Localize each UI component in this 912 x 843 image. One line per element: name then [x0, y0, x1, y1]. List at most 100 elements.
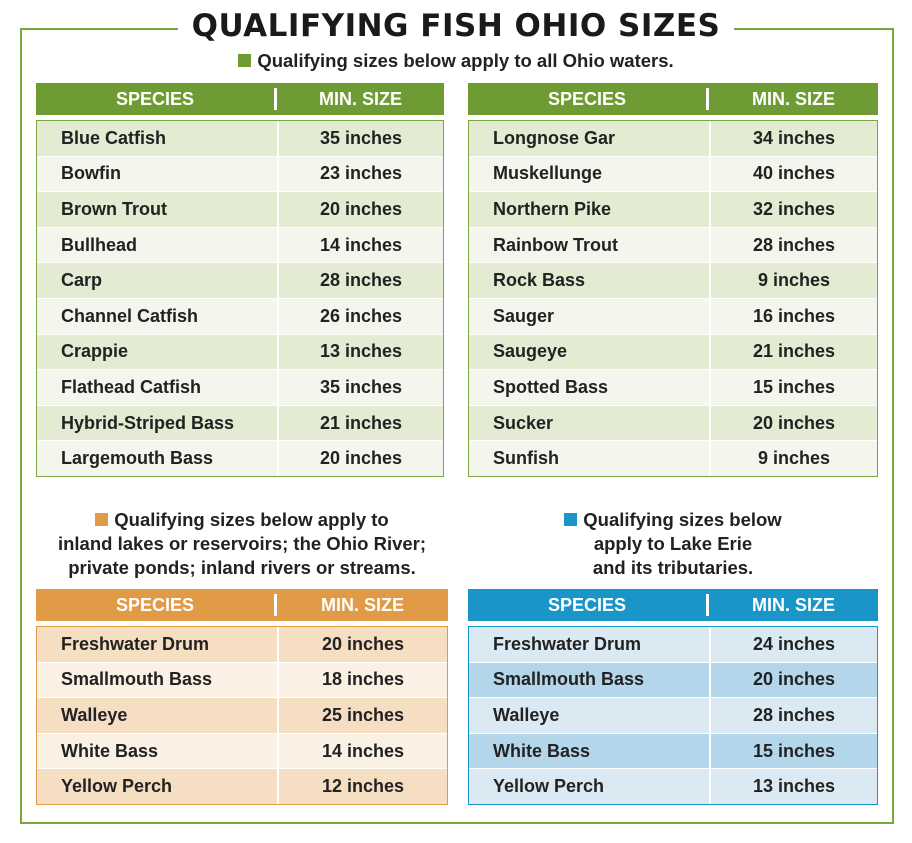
table-row: Longnose Gar 34 inches — [469, 121, 877, 156]
table-row: Sauger 16 inches — [469, 297, 877, 334]
min-size-cell: 35 inches — [319, 376, 403, 397]
species-cell: Crappie — [37, 334, 279, 370]
orange-square-icon — [95, 513, 109, 526]
min-size-cell: 12 inches — [321, 776, 405, 797]
species-cell: Brown Trout — [37, 192, 279, 227]
table-row: White Bass 15 inches — [469, 732, 877, 769]
min-size-cell: 40 inches — [752, 163, 836, 184]
species-cell: Sunfish — [469, 441, 711, 476]
min-size-cell: 16 inches — [752, 305, 836, 326]
note-erie-line-2: apply to Lake Erie — [593, 533, 753, 554]
table-header: SPECIES MIN. SIZE — [36, 83, 444, 115]
table-row: Bowfin 23 inches — [37, 155, 443, 192]
table-inland-waters: SPECIES MIN. SIZE Freshwater Drum 20 inches… — [36, 589, 448, 805]
species-cell: Rainbow Trout — [469, 227, 711, 263]
note-all-waters: Qualifying sizes below apply to all Ohio… — [0, 49, 912, 73]
header-species: SPECIES — [115, 88, 195, 109]
header-divider — [706, 594, 709, 616]
table-body: Freshwater Drum 20 inches Smallmouth Bass 1… — [36, 626, 448, 805]
note-erie-line-1: Qualifying sizes below — [468, 508, 878, 532]
header-min-size: MIN. SIZE — [320, 594, 404, 615]
blue-square-icon — [564, 513, 578, 526]
min-size-cell: 15 inches — [752, 740, 836, 761]
min-size-cell: 28 inches — [319, 270, 403, 291]
table-row: Channel Catfish 26 inches — [37, 297, 443, 334]
min-size-cell: 25 inches — [321, 704, 405, 725]
min-size-cell: 35 inches — [319, 127, 403, 148]
note-inland-line-2: inland lakes or reservoirs; the Ohio Riv… — [57, 533, 427, 554]
table-lake-erie: SPECIES MIN. SIZE Freshwater Drum 24 inches… — [468, 589, 878, 805]
min-size-cell: 20 inches — [752, 412, 836, 433]
table-row: Muskellunge 40 inches — [469, 155, 877, 192]
table-row: Smallmouth Bass 20 inches — [469, 661, 877, 698]
note-inland-line-3: private ponds; inland rivers or streams. — [68, 557, 416, 578]
min-size-cell: 23 inches — [319, 163, 403, 184]
species-cell: Blue Catfish — [37, 121, 279, 156]
table-row: Smallmouth Bass 18 inches — [37, 661, 447, 698]
species-cell: Bowfin — [37, 156, 279, 192]
table-row: Northern Pike 32 inches — [469, 191, 877, 227]
species-cell: Largemouth Bass — [37, 441, 279, 476]
min-size-cell: 13 inches — [319, 341, 403, 362]
table-row: Carp 28 inches — [37, 262, 443, 298]
green-square-icon — [238, 54, 252, 67]
species-cell: Bullhead — [37, 227, 279, 263]
species-cell: Yellow Perch — [469, 769, 711, 804]
note-erie-text-1: Qualifying sizes below — [583, 509, 782, 530]
min-size-cell: 26 inches — [319, 305, 403, 326]
table-row: Blue Catfish 35 inches — [37, 121, 443, 156]
header-min-size: MIN. SIZE — [318, 88, 402, 109]
species-cell: Muskellunge — [469, 156, 711, 192]
min-size-cell: 9 inches — [757, 270, 831, 291]
table-row: Yellow Perch 13 inches — [469, 768, 877, 804]
min-size-cell: 20 inches — [321, 633, 405, 654]
table-row: White Bass 14 inches — [37, 732, 447, 769]
species-cell: Walleye — [469, 698, 711, 733]
table-row: Spotted Bass 15 inches — [469, 369, 877, 405]
species-cell: Smallmouth Bass — [37, 662, 279, 698]
min-size-cell: 14 inches — [319, 234, 403, 255]
species-cell: Channel Catfish — [37, 298, 279, 334]
header-min-size: MIN. SIZE — [751, 594, 835, 615]
note-inland-line-1: Qualifying sizes below apply to — [36, 508, 448, 532]
species-cell: Spotted Bass — [469, 370, 711, 405]
header-species: SPECIES — [547, 594, 627, 615]
page-title: QUALIFYING FISH OHIO SIZES — [177, 8, 735, 44]
note-lake-erie: Qualifying sizes below apply to Lake Eri… — [468, 508, 878, 580]
table-row: Walleye 25 inches — [37, 697, 447, 733]
min-size-cell: 20 inches — [752, 669, 836, 690]
min-size-cell: 32 inches — [752, 198, 836, 219]
table-header: SPECIES MIN. SIZE — [468, 83, 878, 115]
table-body: Longnose Gar 34 inches Muskellunge 40 inche… — [468, 120, 878, 477]
min-size-cell: 9 inches — [757, 448, 831, 469]
species-cell: Rock Bass — [469, 263, 711, 298]
species-cell: Longnose Gar — [469, 121, 711, 156]
species-cell: Sucker — [469, 405, 711, 441]
species-cell: Northern Pike — [469, 192, 711, 227]
species-cell: White Bass — [469, 733, 711, 769]
table-row: Freshwater Drum 20 inches — [37, 627, 447, 662]
min-size-cell: 21 inches — [752, 341, 836, 362]
min-size-cell: 20 inches — [319, 448, 403, 469]
table-row: Rainbow Trout 28 inches — [469, 226, 877, 263]
species-cell: Freshwater Drum — [37, 627, 279, 662]
species-cell: Saugeye — [469, 334, 711, 370]
table-body: Blue Catfish 35 inches Bowfin 23 inches Brow… — [36, 120, 444, 477]
min-size-cell: 20 inches — [319, 198, 403, 219]
table-all-waters-right: SPECIES MIN. SIZE Longnose Gar 34 inches Mus… — [468, 83, 878, 477]
table-row: Sucker 20 inches — [469, 404, 877, 441]
species-cell: Freshwater Drum — [469, 627, 711, 662]
species-cell: Hybrid-Striped Bass — [37, 405, 279, 441]
species-cell: Yellow Perch — [37, 769, 279, 804]
note-erie-line-3: and its tributaries. — [592, 557, 754, 578]
table-row: Hybrid-Striped Bass 21 inches — [37, 404, 443, 441]
table-row: Rock Bass 9 inches — [469, 262, 877, 298]
min-size-cell: 24 inches — [752, 633, 836, 654]
min-size-cell: 15 inches — [752, 376, 836, 397]
note-inland-text-1: Qualifying sizes below apply to — [114, 509, 389, 530]
table-body: Freshwater Drum 24 inches Smallmouth Bass 2… — [468, 626, 878, 805]
table-row: Sunfish 9 inches — [469, 440, 877, 476]
table-header: SPECIES MIN. SIZE — [468, 589, 878, 621]
species-cell: Carp — [37, 263, 279, 298]
table-header: SPECIES MIN. SIZE — [36, 589, 448, 621]
